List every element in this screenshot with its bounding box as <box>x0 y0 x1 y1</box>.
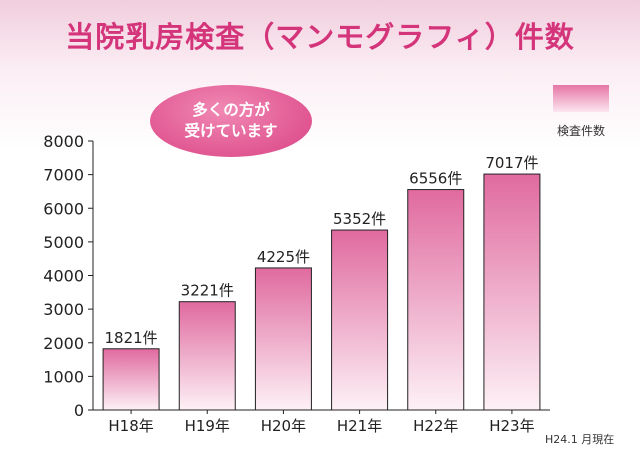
y-tick-label: 1000 <box>43 367 84 386</box>
data-label: 3221件 <box>181 282 234 300</box>
x-tick-label: H22年 <box>413 417 458 435</box>
y-tick-label: 3000 <box>43 300 84 319</box>
y-tick-label: 4000 <box>43 267 84 286</box>
x-tick-label: H19年 <box>185 417 230 435</box>
data-label: 6556件 <box>409 170 462 188</box>
callout-bubble: 多くの方が 受けています <box>150 85 312 157</box>
x-tick-label: H23年 <box>489 417 534 435</box>
bar <box>331 229 389 411</box>
y-tick-label: 7000 <box>43 166 84 185</box>
y-tick-label: 0 <box>74 401 84 420</box>
y-tick-label: 8000 <box>43 132 84 151</box>
callout-line-1: 多くの方が <box>192 101 270 119</box>
data-label: 1821件 <box>104 329 157 347</box>
y-tick-label: 6000 <box>43 199 84 218</box>
callout-line-2: 受けています <box>184 122 278 140</box>
legend-swatch <box>553 85 609 112</box>
data-label: 5352件 <box>333 210 386 228</box>
data-label: 4225件 <box>257 248 310 266</box>
bar <box>407 189 465 411</box>
data-label: 7017件 <box>485 154 538 172</box>
chart-title: 当院乳房検査（マンモグラフィ）件数 <box>65 20 575 54</box>
y-tick-label: 5000 <box>43 233 84 252</box>
x-tick-label: H18年 <box>108 417 153 435</box>
x-tick-label: H20年 <box>261 417 306 435</box>
bar <box>178 301 236 411</box>
x-tick-label: H21年 <box>337 417 382 435</box>
legend-label: 検査件数 <box>556 124 605 138</box>
footnote: H24.1 月現在 <box>545 433 615 446</box>
bar <box>254 267 312 411</box>
y-tick-label: 2000 <box>43 334 84 353</box>
bar <box>102 348 160 411</box>
bar <box>483 173 541 411</box>
